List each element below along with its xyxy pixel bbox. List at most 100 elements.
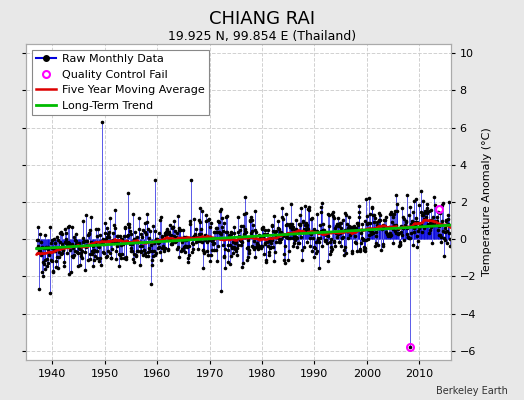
Point [370,212,378,219]
Point [220,253,228,260]
Point [267,244,275,250]
Point [400,223,409,229]
Point [49,248,58,254]
Point [266,235,275,241]
Point [336,224,345,231]
Point [52,258,60,265]
Point [157,257,165,263]
Point [254,242,262,249]
Point [163,246,172,252]
Point [348,224,357,231]
Point [312,211,321,217]
Point [184,259,192,265]
Point [141,229,149,236]
Point [42,262,51,269]
Point [220,254,228,260]
Point [366,231,375,238]
Point [292,216,300,223]
Point [337,228,346,235]
Point [313,248,322,254]
Point [369,230,378,236]
Point [243,244,251,251]
Point [323,230,331,237]
Point [193,235,202,241]
Point [238,260,247,267]
Point [277,236,285,242]
Point [146,228,154,235]
Point [95,239,104,246]
Point [353,220,362,226]
Point [310,225,319,232]
Point [389,214,398,220]
Point [428,221,436,227]
Point [410,229,419,236]
Point [108,238,116,244]
Point [321,236,329,243]
Point [418,229,426,236]
Point [205,257,214,264]
Point [123,233,131,240]
Point [215,219,223,225]
Point [162,232,170,238]
Point [245,246,253,253]
Point [233,252,242,258]
Point [143,210,151,217]
Point [199,246,207,253]
Point [355,203,363,209]
Point [318,243,326,249]
Point [216,208,224,214]
Point [188,241,196,248]
Point [282,222,291,228]
Point [272,238,280,245]
Point [57,229,65,235]
Legend: Raw Monthly Data, Quality Control Fail, Five Year Moving Average, Long-Term Tren: Raw Monthly Data, Quality Control Fail, … [32,50,209,115]
Point [44,260,52,266]
Point [416,223,424,230]
Point [425,230,433,236]
Point [278,231,287,238]
Point [94,258,103,264]
Point [119,255,128,261]
Point [399,225,408,232]
Point [385,224,393,230]
Point [170,232,178,239]
Point [312,239,320,245]
Point [391,208,399,214]
Point [192,234,201,240]
Point [267,240,276,246]
Point [141,220,149,226]
Point [326,236,335,242]
Point [367,205,376,211]
Point [153,235,161,242]
Point [438,202,446,209]
Point [427,217,435,223]
Point [185,218,194,224]
Point [152,250,160,257]
Point [217,288,225,294]
Point [247,227,256,234]
Point [267,221,276,228]
Point [123,232,132,238]
Point [361,248,369,254]
Point [359,247,368,254]
Point [350,228,358,234]
Point [393,208,401,214]
Point [443,216,452,222]
Point [406,344,414,350]
Point [146,248,155,254]
Point [214,218,223,224]
Point [305,230,314,236]
Point [170,218,178,224]
Point [345,223,354,229]
Point [104,231,113,237]
Point [330,239,338,246]
Point [230,224,238,230]
Point [204,216,213,222]
Point [161,245,170,252]
Point [173,246,181,252]
Point [84,230,93,237]
Point [133,248,141,254]
Point [112,248,120,254]
Point [372,240,380,246]
Point [256,233,264,240]
